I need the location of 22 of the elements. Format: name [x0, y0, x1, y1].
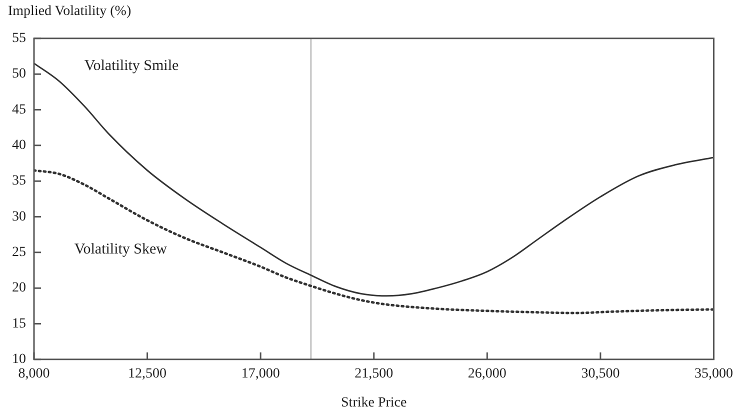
series-label: Volatility Smile [84, 58, 180, 74]
y-tick-label: 55 [12, 31, 26, 46]
x-tick-label: 8,000 [18, 366, 50, 382]
y-tick-label: 30 [12, 209, 26, 224]
x-tick-label: 17,000 [241, 366, 280, 382]
series-label: Volatility Skew [74, 242, 168, 258]
y-tick-label: 25 [12, 245, 26, 260]
y-tick-label: 35 [12, 174, 26, 189]
x-tick-label: 26,000 [468, 366, 506, 382]
x-tick-label: 30,500 [581, 366, 620, 382]
x-axis-title: Strike Price [341, 395, 407, 410]
line-series [34, 169, 714, 314]
y-tick-label: 45 [12, 102, 26, 118]
x-tick-label: 35,000 [694, 366, 733, 382]
y-tick-label: 50 [12, 66, 26, 82]
y-tick-label: 40 [12, 138, 26, 154]
y-tick-label: 20 [12, 280, 26, 296]
x-tick-label: 21,500 [354, 366, 394, 382]
y-tick-label: 15 [12, 316, 26, 332]
x-tick-label: 12,500 [128, 366, 167, 382]
y-axis-title: Implied Volatility (%) [8, 4, 132, 20]
y-tick-label: 10 [12, 352, 26, 368]
